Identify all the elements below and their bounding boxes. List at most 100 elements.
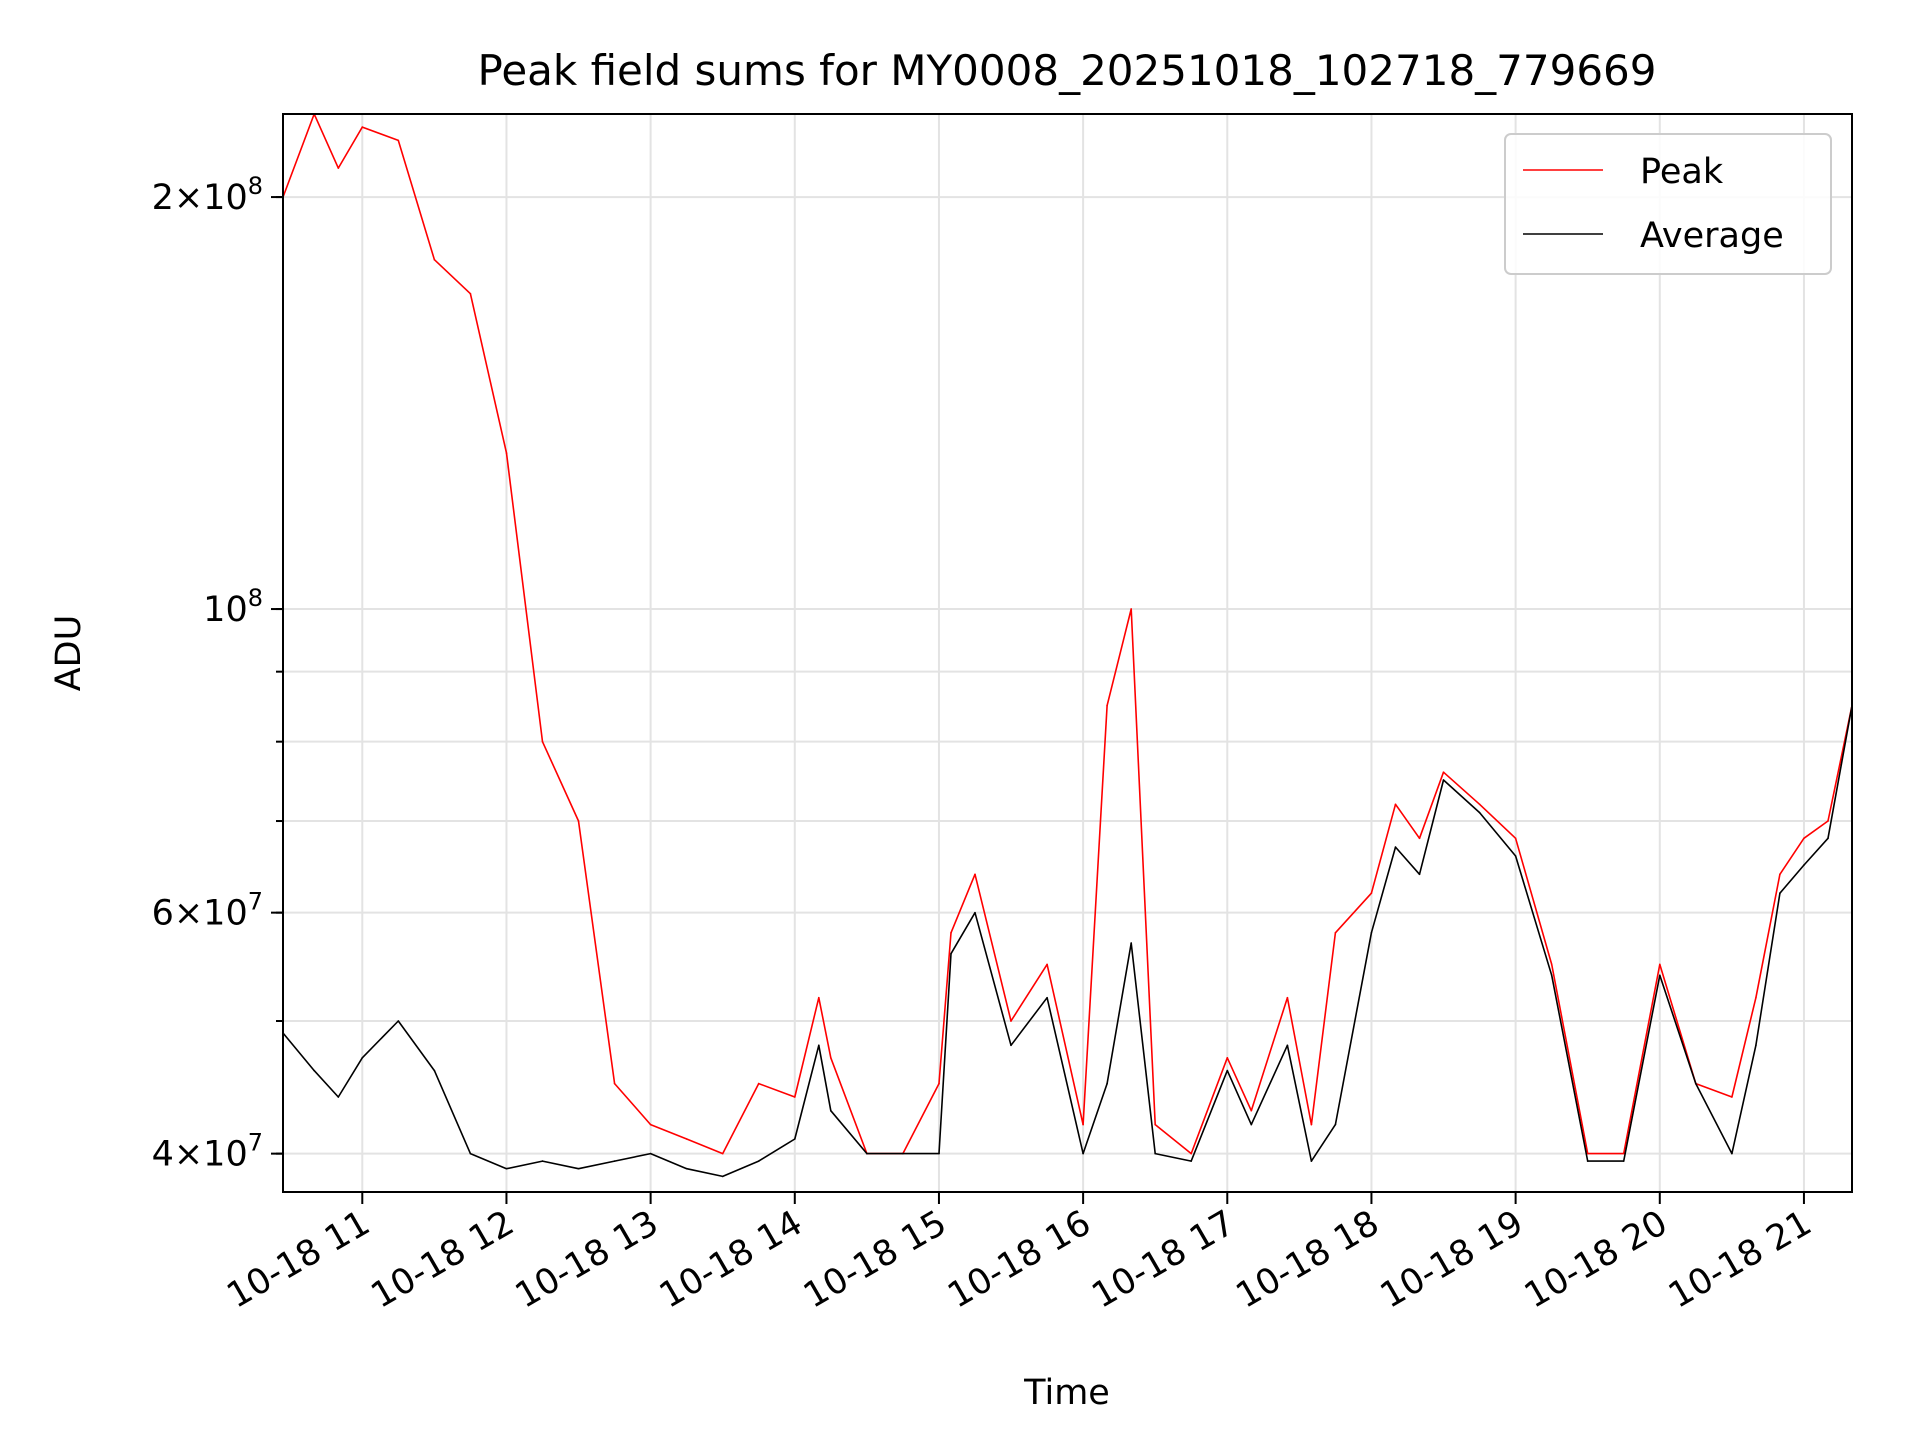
data-point-average bbox=[433, 1069, 436, 1072]
data-point-peak bbox=[1442, 771, 1445, 773]
data-point-average bbox=[1310, 1160, 1313, 1162]
data-point-peak bbox=[541, 740, 544, 743]
data-point-average bbox=[1046, 996, 1048, 999]
data-point-average bbox=[1370, 932, 1373, 934]
chart-title: Peak field sums for MY0008_20251018_1027… bbox=[477, 46, 1656, 95]
data-point-peak bbox=[577, 820, 580, 822]
data-point-peak bbox=[1286, 996, 1289, 999]
data-point-peak bbox=[1394, 803, 1397, 806]
data-point-peak bbox=[1550, 963, 1553, 966]
data-point-peak bbox=[757, 1082, 760, 1085]
data-point-peak bbox=[1622, 1152, 1625, 1155]
data-point-peak bbox=[1418, 837, 1421, 840]
data-point-average bbox=[974, 911, 976, 914]
plot-frame bbox=[282, 113, 1853, 1193]
data-point-peak bbox=[974, 873, 976, 876]
data-point-peak bbox=[1010, 1020, 1012, 1022]
y-tick-label: 108 bbox=[203, 584, 263, 630]
y-axis: 4×107 6×107 108 2×108 bbox=[152, 172, 283, 1175]
data-point-peak bbox=[1586, 1152, 1589, 1155]
data-point-average bbox=[1418, 873, 1421, 876]
data-point-average bbox=[613, 1160, 616, 1162]
data-point-peak bbox=[361, 126, 364, 128]
data-point-average bbox=[313, 1069, 316, 1072]
data-point-peak bbox=[1755, 996, 1757, 999]
data-point-average bbox=[1514, 855, 1517, 857]
data-point-peak bbox=[613, 1082, 616, 1085]
data-point-peak bbox=[397, 139, 400, 142]
data-point-average bbox=[337, 1096, 340, 1098]
data-point-peak bbox=[505, 452, 508, 454]
legend-average-label: Average bbox=[1640, 216, 1784, 256]
data-point-average bbox=[577, 1167, 580, 1170]
data-point-peak bbox=[1106, 704, 1108, 707]
data-point-average bbox=[1082, 1152, 1084, 1155]
data-point-average bbox=[1286, 1044, 1289, 1047]
data-point-peak bbox=[1827, 820, 1829, 822]
data-point-peak bbox=[1310, 1123, 1313, 1126]
data-point-peak bbox=[818, 996, 820, 999]
data-point-average bbox=[1622, 1160, 1625, 1162]
data-point-peak bbox=[1250, 1109, 1253, 1112]
data-point-peak bbox=[685, 1138, 688, 1140]
data-point-average bbox=[1190, 1160, 1192, 1162]
data-point-average bbox=[361, 1057, 364, 1059]
data-point-peak bbox=[1478, 803, 1481, 806]
y-tick-label: 2×108 bbox=[152, 172, 263, 218]
data-point-peak bbox=[721, 1152, 724, 1155]
data-point-peak bbox=[1731, 1096, 1733, 1098]
data-point-average bbox=[1779, 892, 1781, 894]
data-point-peak bbox=[1334, 932, 1337, 934]
data-point-average bbox=[1755, 1044, 1757, 1047]
legend-box bbox=[1504, 133, 1832, 275]
data-point-peak bbox=[469, 292, 472, 295]
data-point-average bbox=[1250, 1123, 1253, 1126]
data-point-average bbox=[1106, 1082, 1108, 1085]
data-point-peak bbox=[938, 1082, 940, 1085]
data-point-average bbox=[1659, 974, 1661, 977]
data-point-average bbox=[649, 1152, 652, 1155]
data-point-peak bbox=[1803, 837, 1805, 840]
data-point-average bbox=[1442, 779, 1445, 781]
data-point-average bbox=[505, 1167, 508, 1170]
data-point-average bbox=[721, 1175, 724, 1178]
data-point-peak bbox=[1190, 1152, 1192, 1155]
y-tick-label: 4×107 bbox=[152, 1129, 263, 1175]
data-point-average bbox=[757, 1160, 760, 1162]
data-point-average bbox=[1731, 1152, 1733, 1155]
data-point-peak bbox=[794, 1096, 796, 1098]
data-point-peak bbox=[1370, 892, 1373, 894]
series-line-peak bbox=[283, 114, 1852, 1155]
data-point-average bbox=[1550, 974, 1553, 977]
data-point-peak bbox=[1046, 963, 1048, 966]
legend: Peak Average bbox=[1504, 133, 1832, 275]
data-point-average bbox=[818, 1044, 820, 1047]
data-point-peak bbox=[1779, 873, 1781, 876]
data-point-peak bbox=[1130, 608, 1132, 610]
data-point-average bbox=[1394, 846, 1397, 848]
data-point-peak bbox=[433, 258, 436, 261]
data-point-average bbox=[397, 1020, 400, 1022]
data-point-peak bbox=[950, 932, 952, 934]
data-point-average bbox=[1334, 1123, 1337, 1126]
x-axis-label: Time bbox=[1023, 1373, 1110, 1413]
y-tick-label: 6×107 bbox=[152, 888, 263, 934]
legend-peak-label: Peak bbox=[1640, 152, 1724, 192]
data-point-average bbox=[1010, 1044, 1012, 1047]
data-point-peak bbox=[1514, 837, 1517, 840]
data-point-average bbox=[541, 1160, 544, 1162]
data-point-average bbox=[830, 1109, 832, 1112]
data-point-peak bbox=[1082, 1123, 1084, 1126]
data-point-average bbox=[950, 952, 952, 955]
data-point-peak bbox=[1154, 1123, 1156, 1126]
series-layer bbox=[283, 114, 1852, 1178]
data-point-average bbox=[1803, 864, 1805, 866]
data-point-peak bbox=[1659, 963, 1661, 966]
data-point-average bbox=[1827, 837, 1829, 840]
data-point-average bbox=[794, 1138, 796, 1140]
data-point-peak bbox=[1226, 1057, 1229, 1059]
data-point-average bbox=[902, 1152, 904, 1155]
data-point-average bbox=[685, 1167, 688, 1170]
data-point-average bbox=[1478, 811, 1481, 814]
